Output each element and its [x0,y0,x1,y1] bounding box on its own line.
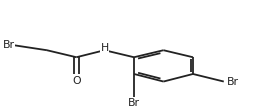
Text: H: H [100,43,109,53]
Text: Br: Br [3,40,15,50]
Text: N: N [100,46,109,56]
Text: Br: Br [226,77,239,87]
Text: O: O [72,76,81,86]
Text: Br: Br [128,98,140,108]
